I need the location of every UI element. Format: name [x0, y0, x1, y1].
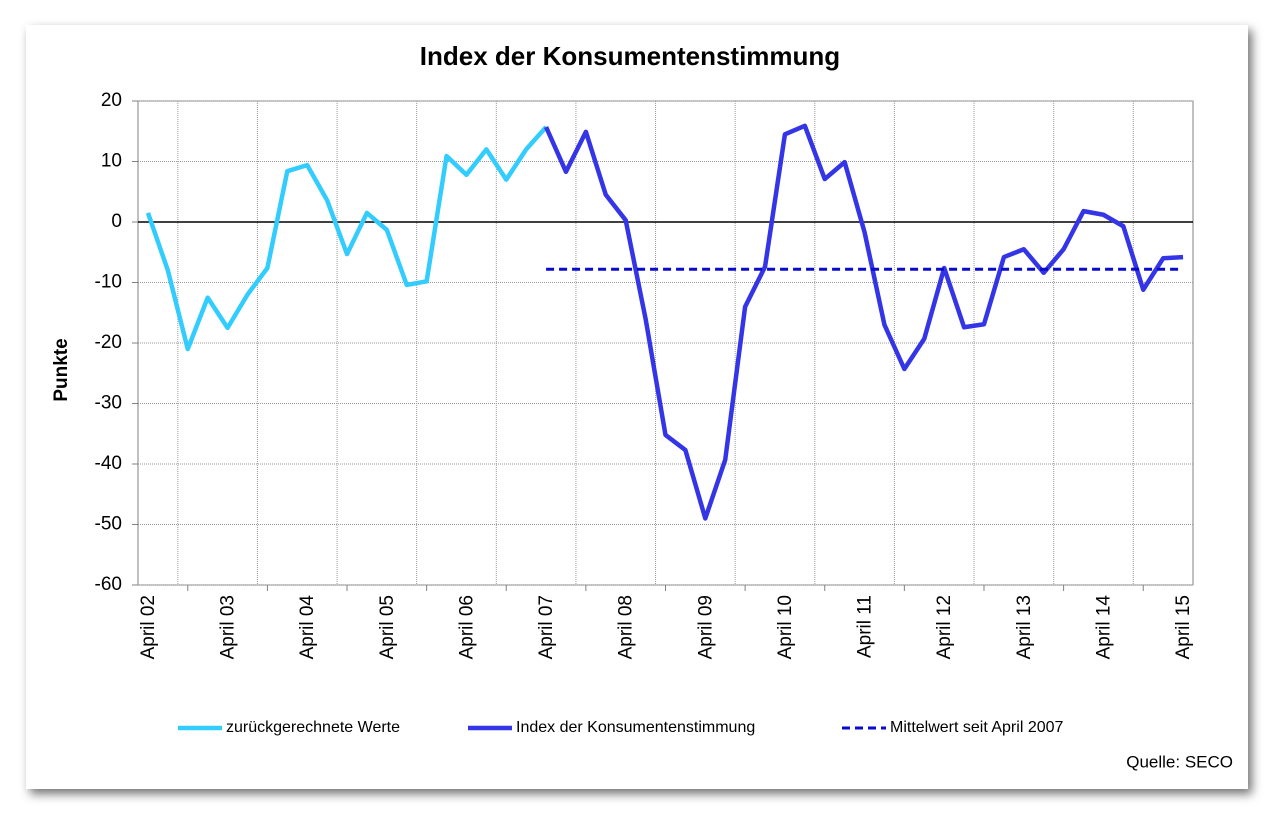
series-line [544, 123, 1184, 521]
x-tick-label: April 10 [775, 595, 796, 659]
x-tick-label: April 06 [456, 595, 477, 659]
legend-label: Mittelwert seit April 2007 [890, 719, 1064, 736]
y-tick-label: -40 [95, 453, 122, 474]
x-tick-label: April 12 [934, 595, 955, 659]
x-tick-label: April 09 [695, 595, 716, 659]
x-tick-label: April 13 [1014, 595, 1035, 659]
y-tick-label: 0 [111, 211, 122, 232]
x-tick-label: April 03 [218, 595, 239, 659]
y-tick-label: 20 [101, 90, 122, 111]
y-tick-label: -50 [95, 514, 122, 535]
y-tick-label: 10 [101, 151, 122, 172]
y-tick-label: -30 [95, 393, 122, 414]
legend-label: zurückgerechnete Werte [226, 719, 400, 736]
y-tick-label: -10 [95, 272, 122, 293]
legend-label: Index der Konsumentenstimmung [516, 719, 755, 736]
plot-area [137, 100, 1194, 586]
x-tick-label: April 14 [1093, 595, 1114, 660]
x-tick-label: April 05 [377, 595, 398, 659]
y-tick-label: -60 [95, 574, 122, 595]
x-tick-label: April 07 [536, 595, 557, 659]
source-note: Quelle: SECO [1126, 752, 1233, 771]
series-line [145, 125, 548, 352]
x-tick-label: April 15 [1173, 595, 1194, 659]
x-tick-label: April 02 [138, 595, 159, 659]
x-tick-label: April 04 [297, 595, 318, 660]
y-tick-label: -20 [95, 332, 122, 353]
chart-title: Index der Konsumentenstimmung [420, 41, 840, 71]
x-tick-label: April 08 [616, 595, 637, 659]
x-tick-label: April 11 [855, 595, 876, 658]
y-axis-label: Punkte [51, 338, 72, 401]
